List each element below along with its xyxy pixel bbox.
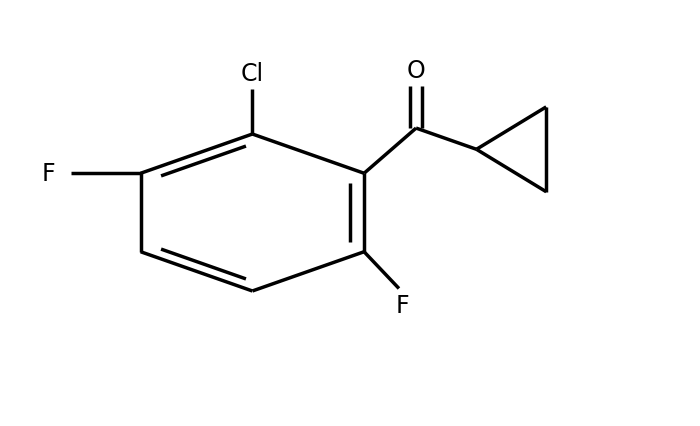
Text: F: F [42,162,55,186]
Text: Cl: Cl [241,62,264,86]
Text: F: F [395,293,409,317]
Text: O: O [407,58,426,82]
